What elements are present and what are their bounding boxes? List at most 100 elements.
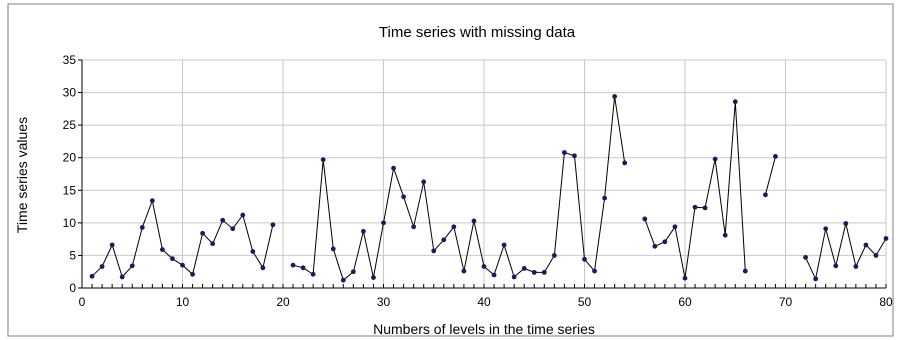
data-point bbox=[612, 94, 618, 99]
data-points bbox=[89, 94, 889, 283]
data-point bbox=[722, 232, 728, 238]
data-point bbox=[401, 194, 406, 200]
data-point bbox=[381, 220, 386, 226]
data-point bbox=[160, 247, 165, 252]
data-point bbox=[129, 263, 135, 269]
series-line-segment bbox=[805, 223, 887, 281]
data-point bbox=[330, 246, 336, 252]
data-point bbox=[551, 253, 557, 258]
data-point bbox=[732, 99, 738, 105]
data-point bbox=[240, 212, 246, 218]
y-tick-label: 35 bbox=[63, 53, 77, 67]
data-point bbox=[712, 156, 718, 162]
data-point bbox=[290, 262, 296, 268]
data-point bbox=[350, 269, 356, 275]
data-point bbox=[119, 274, 125, 280]
data-point bbox=[371, 275, 376, 280]
data-point bbox=[210, 241, 216, 247]
data-point bbox=[531, 269, 537, 275]
data-point bbox=[742, 268, 748, 274]
data-point bbox=[250, 249, 256, 254]
data-point bbox=[200, 230, 206, 236]
data-point bbox=[109, 242, 115, 248]
data-point bbox=[843, 221, 849, 226]
x-tick-label: 30 bbox=[377, 295, 391, 309]
data-point bbox=[441, 237, 447, 243]
series-line-segment bbox=[764, 156, 776, 195]
data-point bbox=[541, 269, 547, 275]
series-line-layer bbox=[91, 96, 887, 282]
data-point bbox=[270, 222, 276, 228]
data-point bbox=[803, 254, 808, 260]
data-point bbox=[853, 264, 859, 269]
data-point bbox=[702, 205, 708, 211]
data-point bbox=[863, 242, 869, 248]
data-point bbox=[89, 273, 95, 279]
chart-title: Time series with missing data bbox=[379, 24, 576, 41]
x-tick-label: 20 bbox=[276, 295, 290, 309]
data-point bbox=[170, 256, 175, 262]
data-point bbox=[431, 248, 437, 254]
gridlines bbox=[82, 59, 887, 288]
data-point bbox=[521, 266, 527, 271]
data-point bbox=[340, 277, 346, 283]
axes: 0 5 10 15 20 25 30 35 0 10 20 30 40 50 60 70 80 bbox=[63, 53, 893, 309]
x-axis-label: Numbers of levels in the time series bbox=[373, 321, 595, 337]
data-point bbox=[511, 274, 517, 280]
x-tick-label: 0 bbox=[79, 295, 86, 309]
data-point bbox=[461, 268, 467, 274]
chart-frame bbox=[7, 3, 894, 337]
x-tick-label: 40 bbox=[477, 295, 491, 309]
x-tick-label: 70 bbox=[779, 295, 793, 309]
data-point bbox=[763, 192, 768, 198]
data-point bbox=[139, 225, 145, 230]
data-point bbox=[823, 226, 829, 232]
data-point bbox=[230, 226, 236, 232]
data-point bbox=[873, 253, 879, 258]
data-point bbox=[592, 268, 597, 274]
data-point bbox=[471, 218, 477, 224]
data-point bbox=[411, 224, 417, 230]
y-tick-label: 0 bbox=[69, 281, 76, 295]
data-point bbox=[582, 256, 587, 262]
data-point bbox=[662, 239, 668, 245]
x-tick-label: 10 bbox=[176, 295, 190, 309]
y-tick-label: 15 bbox=[63, 183, 77, 197]
data-point bbox=[300, 265, 306, 271]
data-point bbox=[149, 198, 155, 204]
data-point bbox=[391, 165, 396, 171]
data-point bbox=[491, 272, 497, 278]
data-point bbox=[672, 224, 678, 230]
data-point bbox=[562, 150, 567, 155]
series-line-segment bbox=[292, 96, 626, 282]
data-point bbox=[190, 271, 195, 277]
data-point bbox=[481, 264, 487, 269]
data-point bbox=[813, 276, 819, 282]
data-point bbox=[220, 217, 226, 223]
data-point bbox=[421, 179, 427, 185]
data-point bbox=[320, 157, 326, 163]
data-point bbox=[622, 160, 628, 166]
data-point bbox=[682, 275, 688, 281]
data-point bbox=[602, 195, 607, 201]
data-point bbox=[883, 236, 889, 241]
x-tick-label: 50 bbox=[578, 295, 592, 309]
data-point bbox=[361, 228, 366, 234]
data-point bbox=[642, 216, 648, 222]
data-point bbox=[180, 262, 185, 268]
y-tick-label: 10 bbox=[63, 216, 77, 230]
y-axis-label: Time series values bbox=[14, 117, 30, 233]
data-point bbox=[572, 153, 577, 159]
data-point bbox=[501, 242, 507, 248]
y-tick-label: 25 bbox=[63, 118, 77, 132]
data-point bbox=[652, 243, 658, 249]
y-tick-label: 5 bbox=[69, 248, 76, 262]
x-tick-label: 60 bbox=[678, 295, 692, 309]
data-point bbox=[451, 224, 457, 230]
y-tick-label: 20 bbox=[63, 151, 77, 165]
data-point bbox=[692, 204, 698, 210]
data-point bbox=[99, 264, 105, 269]
y-tick-label: 30 bbox=[63, 86, 77, 100]
